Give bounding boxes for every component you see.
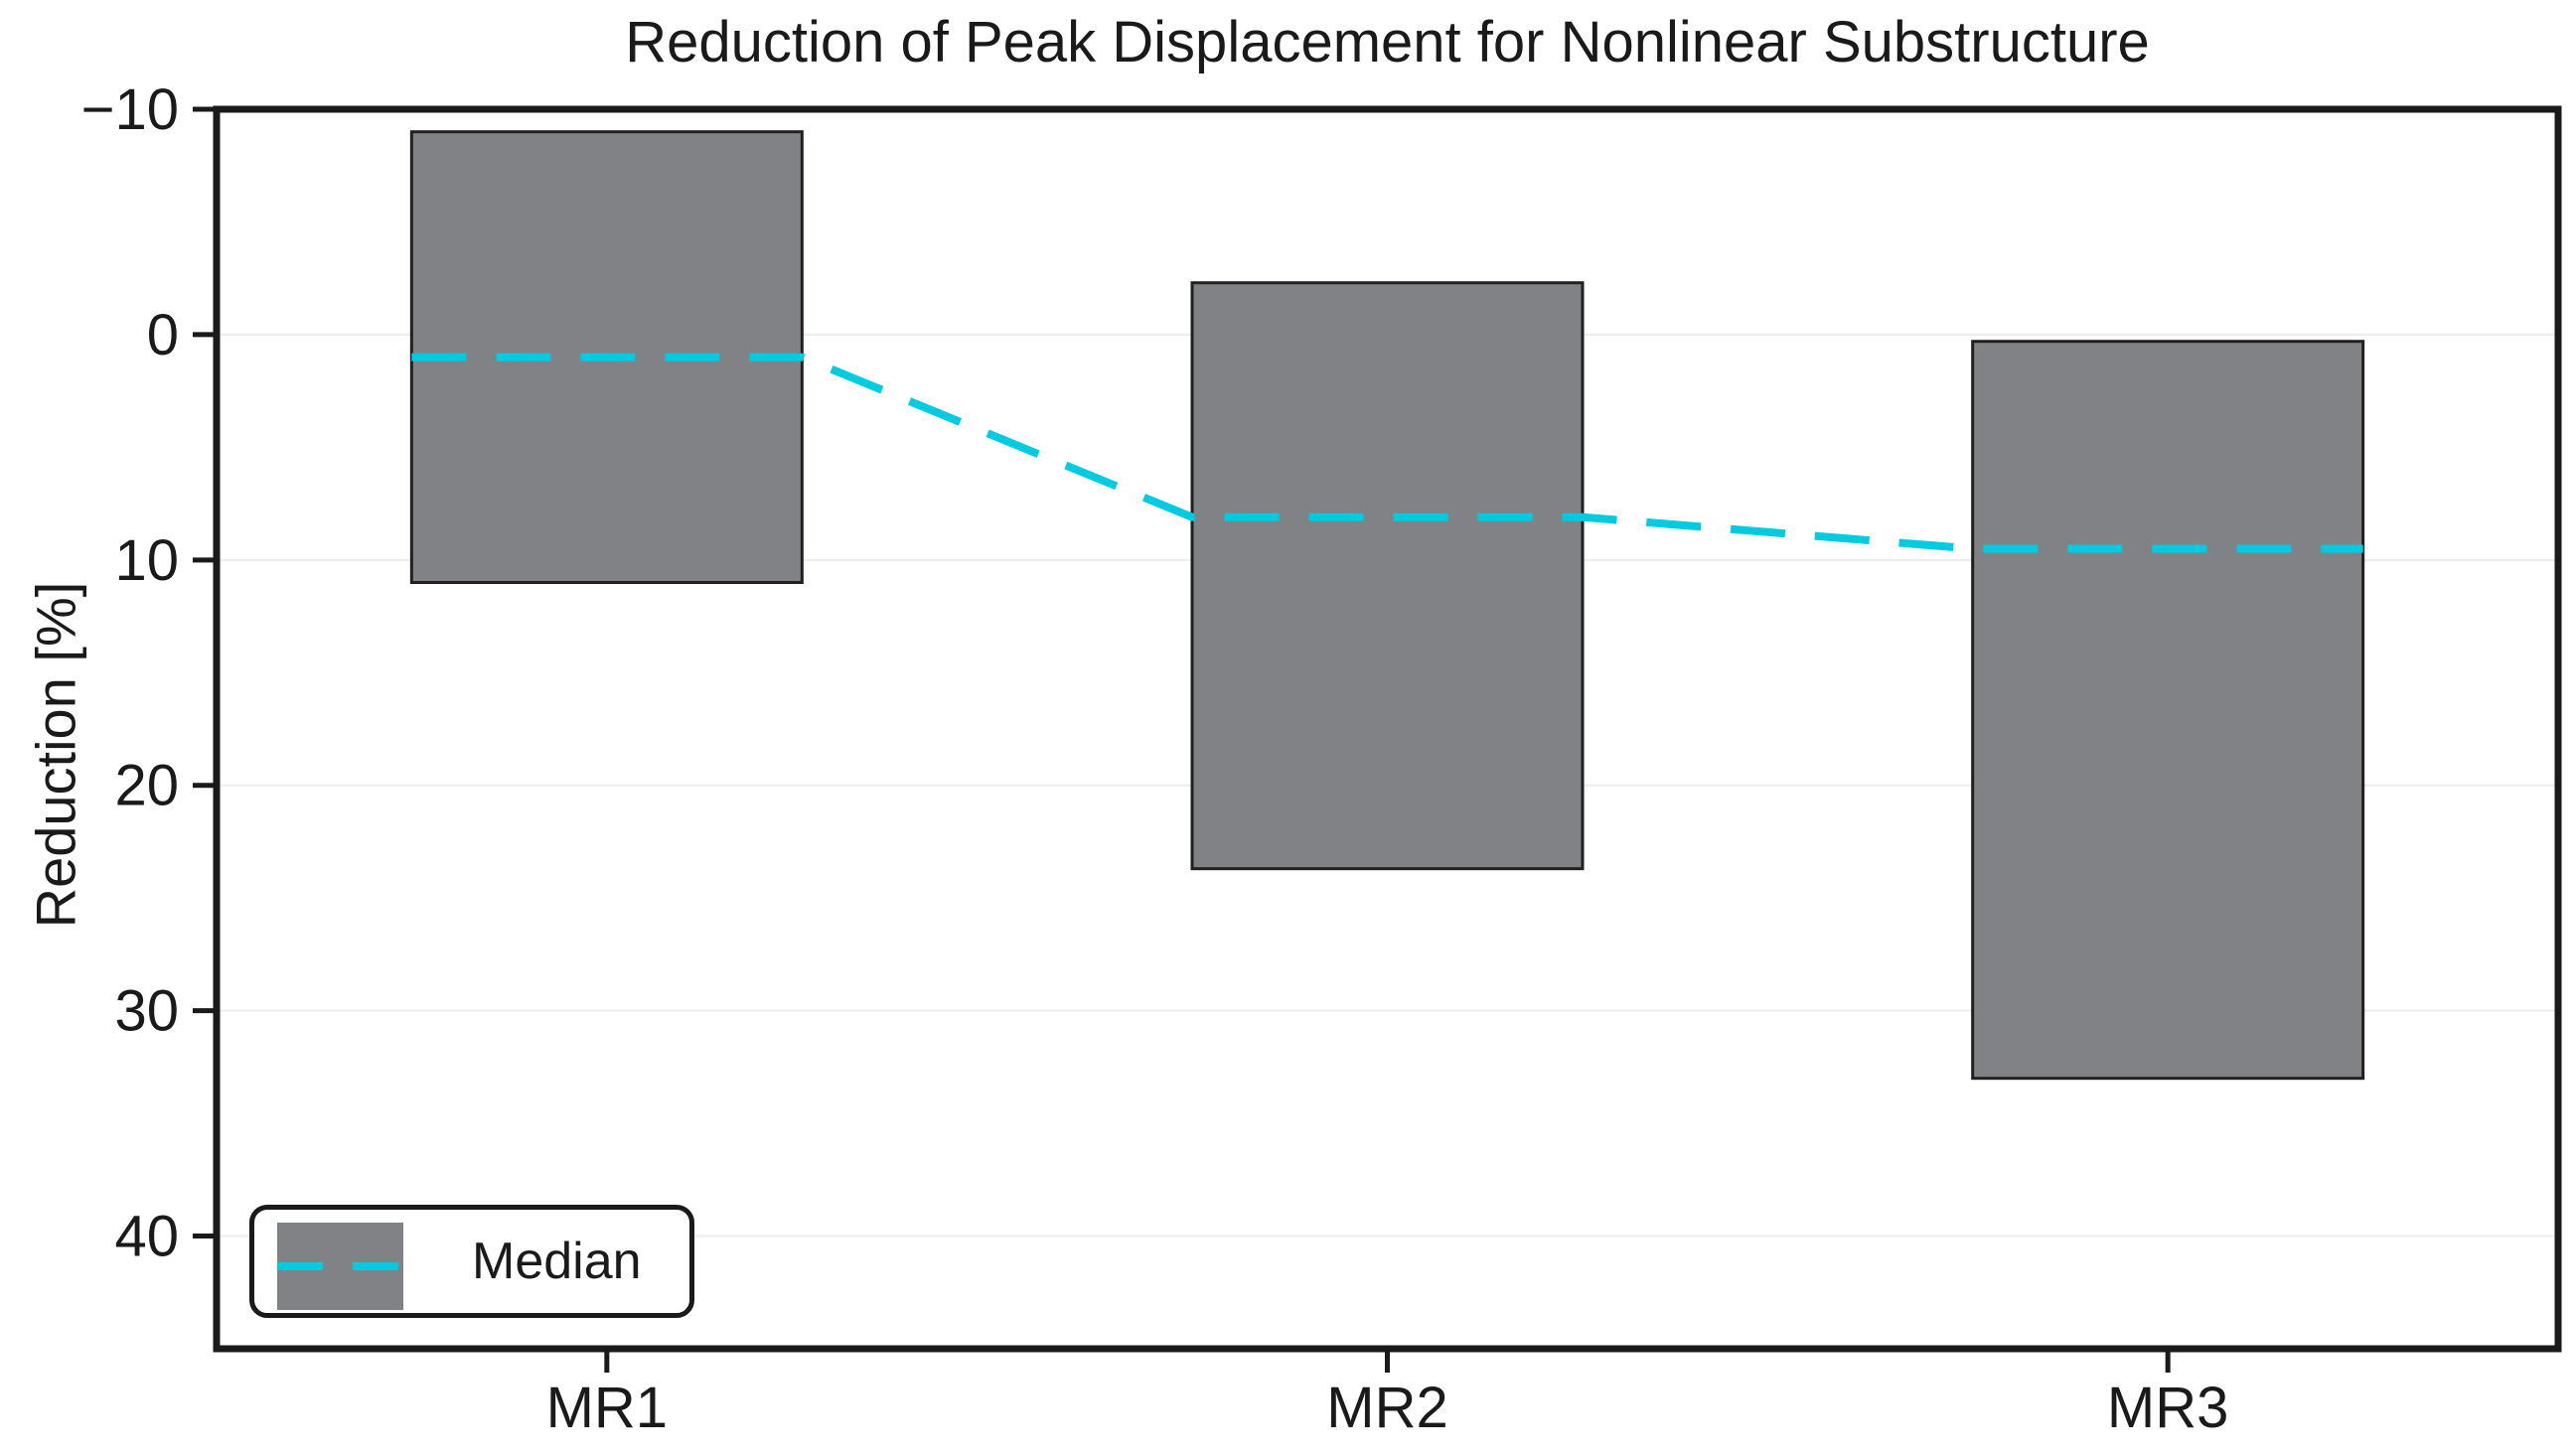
axes-box [213, 105, 2562, 1353]
legend-bar-swatch [277, 1223, 403, 1310]
legend-median-line-sample [277, 1262, 403, 1270]
y-tick-label: 10 [114, 528, 179, 593]
y-axis-label-text: Reduction [%] [24, 581, 87, 929]
x-ticks: MR1 MR2 MR3 [546, 1349, 2228, 1440]
chart-title: Reduction of Peak Displacement for Nonli… [625, 10, 2150, 74]
legend-label: Median [472, 1233, 642, 1290]
y-tick-label: −10 [81, 77, 179, 142]
axes-spines [213, 105, 2562, 1353]
y-ticks: −10 0 10 20 30 40 [81, 77, 217, 1269]
x-tick-label-mr3: MR3 [2107, 1376, 2228, 1440]
y-tick-label: 30 [114, 979, 179, 1044]
legend: Median [249, 1205, 694, 1318]
y-tick-label: 0 [147, 303, 179, 367]
x-tick-label-mr2: MR2 [1326, 1376, 1447, 1440]
range-bar-mr1 [409, 130, 804, 585]
y-tick-label: 40 [114, 1205, 179, 1269]
x-tick-label-mr1: MR1 [546, 1376, 668, 1440]
range-bar-mr3 [1971, 340, 2365, 1081]
median-line-group [411, 353, 2363, 553]
median-line [411, 353, 2363, 553]
y-tick-label: 20 [114, 754, 179, 818]
range-bar-mr2 [1190, 281, 1585, 871]
bars-group [409, 130, 2365, 1081]
